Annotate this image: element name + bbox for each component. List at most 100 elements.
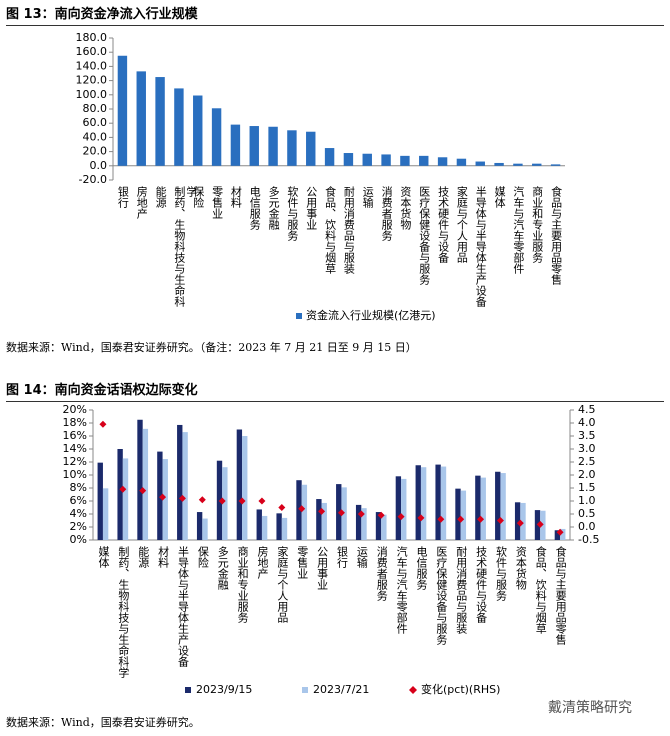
x-tick-label: 电信服务	[414, 546, 428, 590]
y2-tick-label: -0.5	[578, 533, 599, 546]
bar	[415, 465, 421, 540]
x-tick-label: 医疗保健设备与服务	[417, 186, 431, 285]
diamond	[298, 505, 306, 513]
x-tick-label: 能源	[136, 546, 150, 568]
bar	[495, 471, 501, 540]
x-tick-label: 银行	[335, 546, 349, 568]
bar	[540, 510, 546, 540]
bar	[211, 108, 222, 166]
y-tick-label: 12%	[63, 455, 87, 468]
x-tick-label: 汽车与汽车零部件	[395, 546, 409, 634]
source-note: 数据来源：Wind，国泰君安证券研究。	[6, 716, 200, 729]
figure-title: 图 14：南向资金话语权边际变化	[6, 379, 664, 402]
y-tick-label: 40.0	[83, 130, 108, 143]
bar	[560, 528, 566, 540]
x-tick-label: 房地产	[255, 546, 269, 579]
bar	[514, 502, 521, 540]
bar	[435, 464, 441, 540]
bar	[230, 124, 241, 166]
bar	[236, 429, 243, 540]
x-tick-label: 医疗保健设备与服务	[434, 546, 448, 645]
bar	[97, 462, 103, 540]
diamond	[198, 496, 206, 504]
y-tick-label: 100.0	[76, 88, 108, 101]
source-note: 数据来源：Wind，国泰君安证券研究。（备注：2023 年 7 月 21 日至 …	[6, 341, 417, 354]
bar	[242, 436, 248, 540]
bar	[355, 504, 362, 540]
diamond	[318, 507, 326, 515]
bar	[117, 449, 123, 540]
y-tick-label: 140.0	[76, 59, 108, 72]
bar	[137, 419, 143, 540]
diamond	[377, 511, 385, 519]
bar	[268, 126, 278, 166]
diamond	[417, 514, 425, 522]
bar	[174, 88, 184, 166]
diamond	[516, 519, 524, 527]
bar	[456, 158, 467, 166]
bar	[343, 153, 354, 166]
x-tick-label: 材料	[156, 546, 170, 568]
x-tick-label: 消费者服务	[380, 186, 394, 241]
y-tick-label: 20.0	[83, 145, 108, 158]
x-tick-label: 房地产	[135, 186, 149, 219]
x-tick-label: 资本货物	[398, 186, 412, 230]
y-tick-label: 4%	[70, 507, 87, 520]
x-tick-label: 耐用消费品与服装	[454, 546, 468, 634]
bar	[324, 148, 335, 166]
bar	[381, 154, 391, 166]
legend-swatch	[302, 687, 308, 693]
x-tick-label: 保险	[196, 546, 210, 568]
diamond	[139, 487, 147, 495]
x-tick-label: 多元金融	[267, 186, 281, 230]
bar	[401, 478, 407, 540]
bar	[122, 458, 129, 540]
bar	[381, 514, 387, 540]
y-tick-label: 60.0	[83, 116, 108, 129]
y2-tick-label: 1.5	[578, 481, 596, 494]
x-tick-label: 制药、生物科技与生命科学	[172, 186, 198, 307]
bar	[440, 466, 447, 540]
x-tick-label: 零售业	[295, 546, 309, 579]
y-tick-label: 20%	[63, 403, 87, 416]
legend-label: 2023/7/21	[313, 683, 369, 696]
bar	[193, 95, 203, 166]
y-tick-label: 120.0	[76, 74, 108, 87]
bar	[202, 518, 208, 540]
y2-tick-label: 3.0	[578, 442, 596, 455]
x-tick-label: 公用事业	[315, 546, 329, 590]
bar	[256, 509, 262, 540]
x-tick-label: 制药、生物科技与生命科学	[116, 546, 130, 678]
figure-title: 图 13：南向资金净流入行业规模	[6, 3, 664, 26]
x-tick-label: 媒体	[96, 546, 110, 568]
x-tick-label: 运输	[355, 546, 369, 568]
bar	[361, 508, 367, 540]
bar	[400, 155, 410, 166]
x-tick-label: 零售业	[210, 186, 224, 219]
x-tick-label: 资本货物	[514, 546, 528, 590]
y2-tick-label: 0.0	[578, 520, 596, 533]
diamond	[258, 497, 266, 505]
y2-tick-label: 2.0	[578, 468, 596, 481]
diamond	[159, 493, 167, 501]
x-tick-label: 汽车与汽车零部件	[511, 186, 525, 274]
x-tick-label: 食品、饮料与烟草	[323, 186, 337, 274]
bar	[550, 164, 561, 166]
legend-label: 资金流入行业规模(亿港元)	[306, 308, 436, 322]
x-tick-label: 能源	[154, 186, 168, 208]
bar	[306, 131, 316, 166]
bar	[460, 490, 467, 540]
bar	[276, 513, 282, 540]
bar	[520, 502, 526, 540]
legend-label: 2023/9/15	[196, 683, 252, 696]
x-tick-label: 媒体	[493, 186, 507, 208]
x-tick-label: 软件与服务	[494, 546, 508, 601]
legend-swatch	[296, 313, 302, 319]
y-tick-label: 0%	[70, 533, 87, 546]
watermark: 戴清策略研究	[548, 700, 632, 716]
y-tick-label: 0.0	[90, 159, 108, 172]
y-tick-label: 80.0	[83, 102, 108, 115]
diamond	[238, 497, 246, 505]
diamond	[357, 510, 365, 518]
legend-label: 变化(pct)(RHS)	[421, 682, 500, 696]
